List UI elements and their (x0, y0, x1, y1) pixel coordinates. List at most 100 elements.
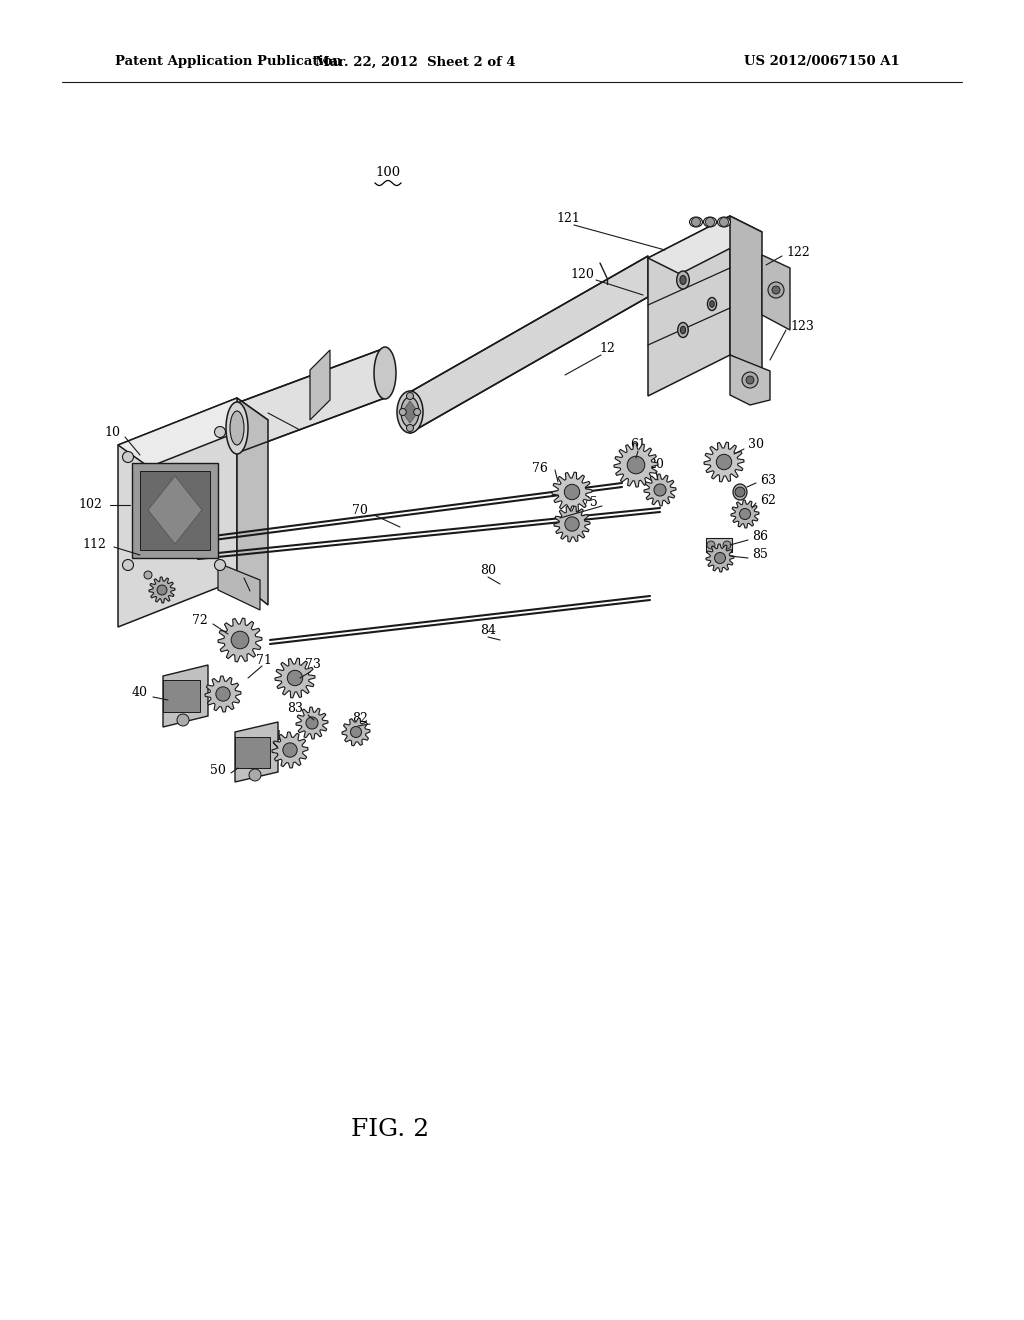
Polygon shape (118, 399, 268, 467)
Polygon shape (275, 659, 315, 698)
Circle shape (407, 425, 414, 432)
Circle shape (723, 541, 731, 549)
Polygon shape (237, 348, 385, 453)
Polygon shape (410, 256, 648, 433)
Circle shape (214, 560, 225, 570)
Text: 20: 20 (648, 458, 664, 471)
Text: 61: 61 (630, 437, 646, 450)
Text: 82: 82 (352, 711, 368, 725)
Ellipse shape (680, 326, 686, 334)
Polygon shape (706, 539, 732, 552)
Polygon shape (648, 216, 730, 396)
Circle shape (283, 743, 297, 758)
Polygon shape (554, 506, 590, 543)
Polygon shape (730, 355, 770, 405)
Circle shape (742, 372, 758, 388)
Ellipse shape (703, 216, 717, 227)
Ellipse shape (710, 301, 715, 308)
Text: 85: 85 (752, 549, 768, 561)
Ellipse shape (677, 271, 689, 289)
Text: 11: 11 (262, 399, 278, 412)
Polygon shape (644, 474, 676, 506)
Text: 123: 123 (790, 319, 814, 333)
Polygon shape (234, 722, 278, 781)
Ellipse shape (401, 397, 419, 426)
Text: 73: 73 (305, 659, 321, 672)
Polygon shape (342, 718, 370, 746)
Polygon shape (648, 216, 762, 275)
Circle shape (399, 408, 407, 416)
Polygon shape (163, 680, 200, 711)
Polygon shape (150, 577, 175, 603)
Text: 72: 72 (193, 614, 208, 627)
Text: 12: 12 (599, 342, 615, 355)
Text: 30: 30 (748, 437, 764, 450)
Text: 71: 71 (256, 653, 272, 667)
Circle shape (717, 454, 732, 470)
Ellipse shape (374, 347, 396, 399)
Circle shape (231, 631, 249, 649)
Polygon shape (402, 401, 418, 422)
Circle shape (350, 726, 361, 738)
Text: 62: 62 (760, 494, 776, 507)
Text: 81: 81 (267, 730, 283, 742)
Circle shape (739, 508, 751, 520)
Text: 113: 113 (240, 590, 264, 603)
Polygon shape (296, 708, 328, 739)
Polygon shape (218, 618, 262, 661)
Circle shape (123, 560, 133, 570)
Polygon shape (148, 477, 202, 544)
Ellipse shape (226, 403, 248, 454)
Polygon shape (731, 500, 759, 528)
Text: 83: 83 (287, 701, 303, 714)
Circle shape (216, 686, 230, 701)
Circle shape (691, 218, 700, 227)
Text: 10: 10 (104, 425, 120, 438)
Ellipse shape (689, 216, 702, 227)
Circle shape (772, 286, 780, 294)
Circle shape (768, 282, 784, 298)
Circle shape (407, 392, 414, 400)
Circle shape (414, 408, 421, 416)
Text: FIG. 2: FIG. 2 (351, 1118, 429, 1142)
Circle shape (144, 572, 152, 579)
Text: 120: 120 (570, 268, 594, 281)
Text: 76: 76 (532, 462, 548, 474)
Polygon shape (118, 399, 237, 627)
Polygon shape (706, 544, 734, 572)
Text: 80: 80 (480, 564, 496, 577)
Polygon shape (730, 216, 762, 371)
Polygon shape (762, 255, 790, 330)
Polygon shape (705, 442, 744, 482)
Circle shape (157, 585, 167, 595)
Text: 112: 112 (82, 539, 106, 552)
Text: 102: 102 (78, 499, 102, 511)
Text: 86: 86 (752, 529, 768, 543)
Polygon shape (272, 733, 308, 768)
Text: 63: 63 (760, 474, 776, 487)
Circle shape (565, 517, 580, 531)
Text: 70: 70 (352, 503, 368, 516)
Circle shape (707, 541, 715, 549)
Text: Mar. 22, 2012  Sheet 2 of 4: Mar. 22, 2012 Sheet 2 of 4 (314, 55, 515, 69)
Polygon shape (552, 473, 592, 512)
Circle shape (564, 484, 580, 500)
Polygon shape (234, 737, 270, 768)
Circle shape (627, 457, 645, 474)
Text: 121: 121 (556, 211, 580, 224)
Ellipse shape (718, 216, 730, 227)
Text: 40: 40 (132, 686, 148, 700)
Circle shape (177, 714, 189, 726)
Text: 75: 75 (583, 495, 598, 508)
Circle shape (654, 484, 666, 496)
Circle shape (306, 717, 318, 729)
Text: 122: 122 (786, 246, 810, 259)
Ellipse shape (230, 411, 244, 445)
Circle shape (123, 451, 133, 462)
Circle shape (706, 218, 715, 227)
Ellipse shape (733, 484, 746, 500)
Text: Patent Application Publication: Patent Application Publication (115, 55, 342, 69)
Circle shape (288, 671, 303, 685)
Text: 50: 50 (210, 763, 226, 776)
Circle shape (214, 426, 225, 437)
